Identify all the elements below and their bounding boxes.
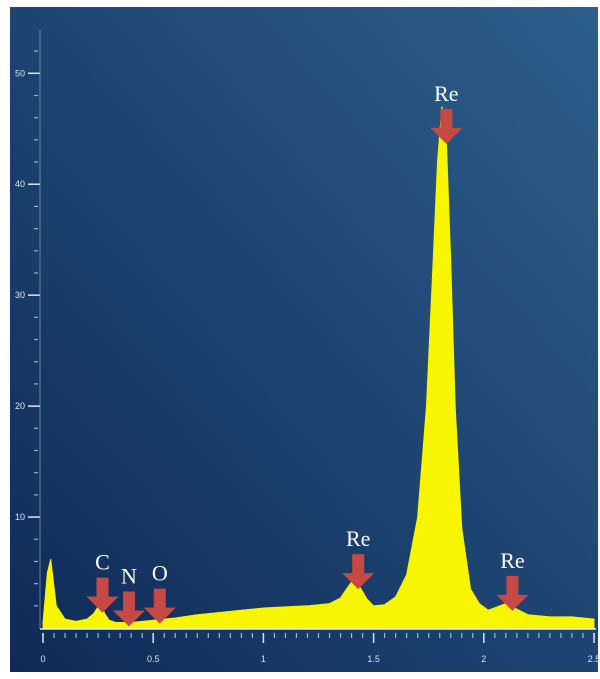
element-annotations: CN O Re Re Re [86, 81, 529, 627]
y-tick-label: 10 [15, 512, 25, 522]
annotation-label: N [121, 563, 137, 588]
plot-background [10, 7, 598, 672]
annotation-label: Re [434, 81, 458, 106]
axis-lines [39, 30, 596, 630]
y-tick-label: 20 [15, 401, 25, 411]
annotation-arrow [342, 554, 375, 590]
annotation-label: O [152, 561, 168, 586]
y-tick-label: 30 [15, 290, 25, 300]
x-tick-label: 0 [40, 654, 45, 664]
annotation-label: Re [500, 548, 524, 573]
annotation-label: Re [346, 526, 370, 551]
annotation-label: C [95, 550, 110, 575]
x-tick-label: 1.5 [367, 654, 380, 664]
annotation-arrow [496, 575, 529, 611]
annotation-arrow [430, 108, 463, 144]
y-tick-label: 50 [15, 68, 25, 78]
annotation-arrow [143, 588, 176, 624]
y-tick-label: 40 [15, 179, 25, 189]
annotation-arrow [86, 577, 119, 613]
annotation-arrow [112, 591, 145, 627]
x-tick-label: 2 [481, 654, 486, 664]
x-tick-label: 0.5 [147, 654, 160, 664]
x-tick-label: 1 [261, 654, 266, 664]
x-tick-label: 2.5 [588, 654, 600, 664]
axis-ticks: 10 20 30 40 50 0 0.5 1 1.5 2 2.5 [15, 50, 600, 664]
